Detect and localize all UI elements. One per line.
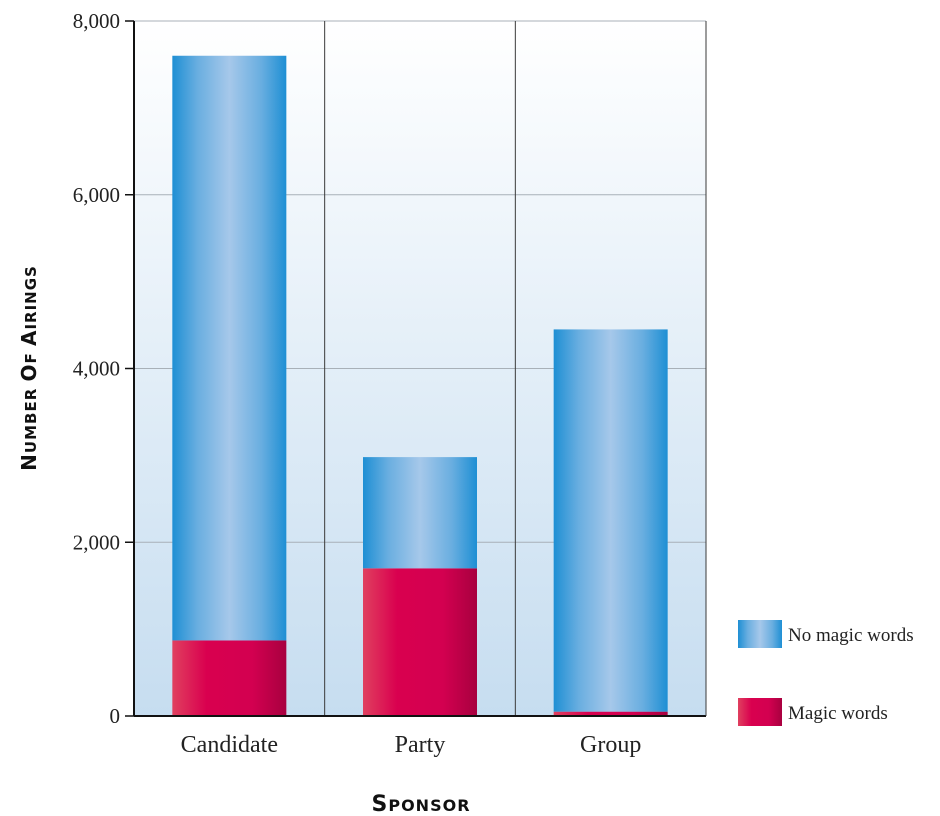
x-tick-label: Candidate (181, 732, 278, 758)
y-tick-label: 0 (110, 704, 121, 728)
y-axis-title: NUMBER OF AIRINGS (17, 265, 41, 471)
y-tick-label: 8,000 (73, 9, 120, 33)
bar-party-no-magic-words (363, 457, 477, 568)
y-tick-label: 2,000 (73, 530, 120, 554)
bar-group-no-magic-words (554, 329, 668, 711)
x-tick-label: Party (395, 732, 446, 758)
x-axis-title: SPONSOR (371, 792, 470, 816)
y-tick-labels: 0 2,000 4,000 6,000 8,000 (73, 9, 120, 728)
bar-candidate-magic-words (172, 640, 286, 716)
legend-label-magic-words: Magic words (788, 703, 888, 724)
y-tick-label: 6,000 (73, 183, 120, 207)
bar-party-magic-words (363, 568, 477, 716)
legend-swatch-no-magic-words (738, 620, 782, 648)
legend-label-no-magic-words: No magic words (788, 625, 914, 646)
bar-candidate-no-magic-words (172, 56, 286, 641)
legend-swatch-magic-words (738, 698, 782, 726)
y-tick-label: 4,000 (73, 357, 120, 381)
x-tick-labels: Candidate Party Group (181, 732, 642, 758)
x-tick-label: Group (580, 732, 641, 758)
legend: No magic words Magic words (738, 620, 914, 726)
